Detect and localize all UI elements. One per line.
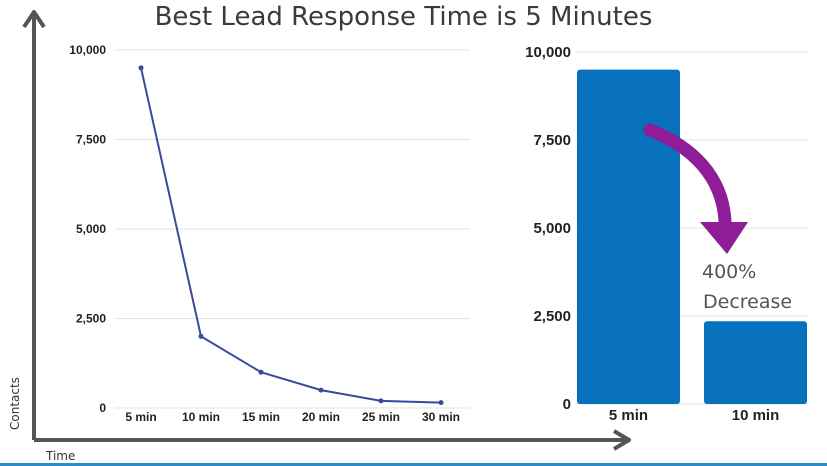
line-chart-y-tick: 10,000 <box>69 43 106 57</box>
tick-labels: 0 2,500 5,000 7,500 10,000 5 min 10 min 15 min 2… <box>69 43 779 424</box>
bar <box>577 69 680 404</box>
line-chart-y-tick: 7,500 <box>76 133 106 147</box>
line-chart-x-tick: 15 min <box>242 410 280 424</box>
annotation-percent: 400% <box>702 261 756 283</box>
bar <box>704 321 807 404</box>
x-axis-arrowhead <box>612 429 631 451</box>
line-point <box>198 333 204 339</box>
bar-chart <box>577 69 807 404</box>
line-point <box>438 400 444 406</box>
line-point <box>318 387 324 393</box>
bar-chart-y-tick: 10,000 <box>525 44 571 61</box>
line-chart <box>138 65 444 406</box>
line-chart-y-tick: 2,500 <box>76 312 106 326</box>
line-chart-x-tick: 25 min <box>362 410 400 424</box>
line-chart-x-tick: 20 min <box>302 410 340 424</box>
line-chart-y-tick: 0 <box>99 401 106 415</box>
decrease-arrowhead-icon <box>700 222 748 254</box>
line-chart-y-tick: 5,000 <box>76 222 106 236</box>
line-point <box>258 369 264 375</box>
bar-chart-x-tick: 10 min <box>732 407 780 424</box>
chart-title: Best Lead Response Time is 5 Minutes <box>154 2 653 32</box>
line-chart-x-tick: 10 min <box>182 410 220 424</box>
line-series <box>140 67 442 404</box>
line-chart-x-tick: 30 min <box>422 410 460 424</box>
x-axis-label: Time <box>45 449 75 463</box>
y-axis-label: Contacts <box>8 377 22 430</box>
bottom-rule <box>0 463 827 466</box>
line-chart-x-tick: 5 min <box>125 410 156 424</box>
decrease-arrow-icon <box>643 123 732 242</box>
bar-chart-y-tick: 2,500 <box>533 308 571 325</box>
bar-chart-y-tick: 5,000 <box>533 220 571 237</box>
bar-chart-x-tick: 5 min <box>609 407 648 424</box>
bar-chart-y-tick: 7,500 <box>533 132 571 149</box>
line-point <box>378 398 384 404</box>
y-axis-arrowhead <box>22 10 46 29</box>
bar-chart-y-tick: 0 <box>563 396 571 413</box>
annotation-decrease: Decrease <box>703 291 792 313</box>
line-point <box>138 65 144 71</box>
